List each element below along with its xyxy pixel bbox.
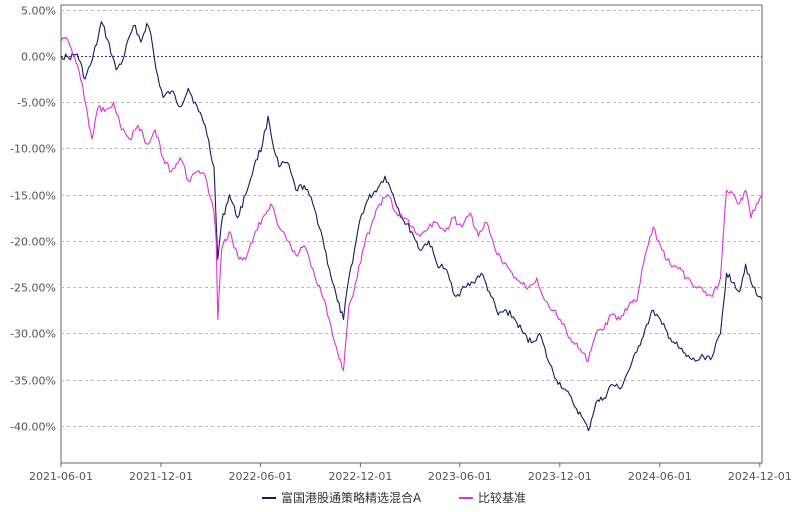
x-tick-label: 2022-12-01 <box>328 470 392 483</box>
y-tick-label: 5.00% <box>21 5 56 18</box>
y-tick-label: -40.00% <box>10 421 56 434</box>
x-tick-label: 2023-06-01 <box>428 470 492 483</box>
x-tick-label: 2021-06-01 <box>29 470 93 483</box>
y-tick-label: -30.00% <box>10 328 56 341</box>
y-tick-label: -5.00% <box>17 97 56 110</box>
x-tick-label: 2023-12-01 <box>528 470 592 483</box>
y-tick-label: -25.00% <box>10 282 56 295</box>
x-tick-label: 2022-06-01 <box>228 470 292 483</box>
legend-label: 比较基准 <box>478 490 526 505</box>
x-tick-label: 2021-12-01 <box>129 470 193 483</box>
series-line <box>60 21 763 432</box>
plot-area <box>60 4 763 464</box>
y-tick-label: 0.00% <box>21 51 56 64</box>
legend-label: 富国港股通策略精选混合A <box>281 490 422 505</box>
y-tick-label: -10.00% <box>10 143 56 156</box>
x-tick-label: 2024-12-01 <box>728 470 792 483</box>
x-tick-label: 2024-06-01 <box>628 470 692 483</box>
series-line <box>60 36 763 372</box>
y-tick-label: -15.00% <box>10 190 56 203</box>
y-tick-label: -20.00% <box>10 236 56 249</box>
y-tick-label: -35.00% <box>10 375 56 388</box>
